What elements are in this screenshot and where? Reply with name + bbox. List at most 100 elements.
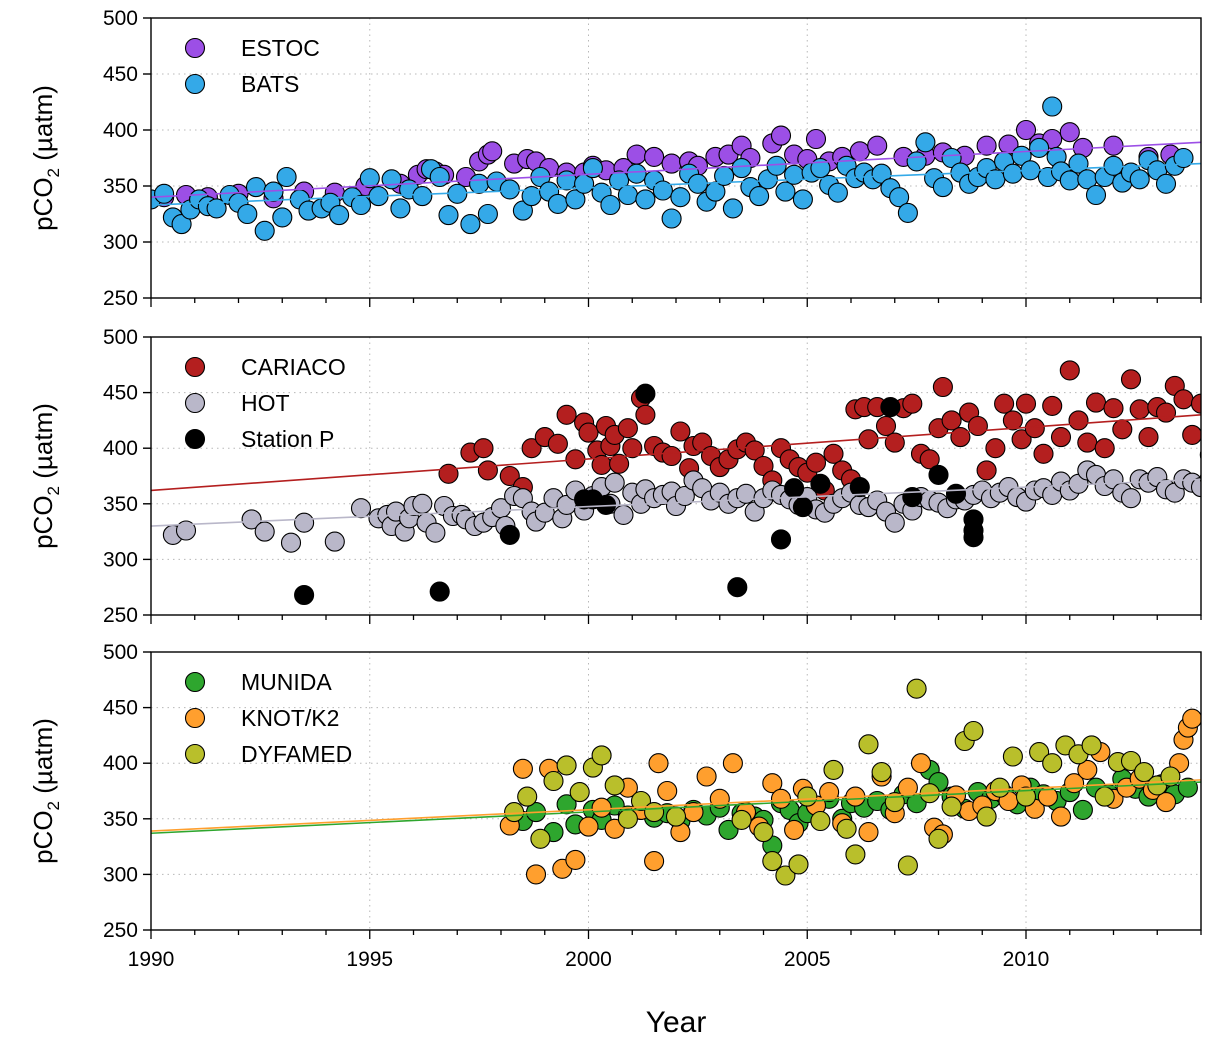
data-point [609,453,630,474]
data-point [1094,786,1115,807]
data-point [591,797,612,818]
data-point [823,443,844,464]
data-point [604,472,625,493]
y-tick-label: 250 [103,604,138,627]
data-point [928,464,949,485]
data-point [1011,429,1032,450]
data-point [770,125,792,146]
y-tick-label: 450 [103,63,138,86]
data-point [985,438,1006,459]
data-point [753,822,774,843]
data-point [1002,746,1023,767]
chart-panel-3: 250 300 350 400 450 500 1990 1995 2000 2005 2010 pC… [28,641,1202,971]
data-point [626,163,647,184]
data-point [670,187,691,208]
legend: CARIACO HOT Station P [184,354,346,452]
data-point [329,205,350,226]
data-point [1015,119,1037,141]
data-point [547,433,568,454]
data-point [1155,173,1177,194]
data-point [1103,398,1124,419]
data-point [967,415,988,437]
data-point [1085,392,1107,413]
data-point [849,141,870,162]
data-point [644,146,665,167]
data-point [1120,488,1142,509]
data-point [1059,122,1080,143]
trend-line [151,141,1201,198]
trend-line [151,478,1201,527]
data-point [350,194,372,216]
data-point [617,418,638,439]
data-point [630,790,652,812]
data-point [941,796,962,817]
data-point [429,166,450,188]
legend-marker [184,707,206,729]
legend-marker [184,428,206,450]
data-point [1015,393,1037,414]
data-point [578,422,599,443]
data-point [1190,393,1201,414]
data-point [412,493,433,514]
data-point [1134,762,1155,783]
data-point [910,753,932,774]
trend-line [151,414,1201,492]
data-point [906,678,927,699]
data-point [775,181,796,202]
data-point [499,465,520,487]
data-point [617,808,638,829]
data-point [1059,170,1080,191]
data-point [635,404,656,425]
data-point [1103,155,1124,176]
data-point [963,527,984,548]
data-point [871,762,892,783]
data-point [858,822,879,843]
data-point [254,521,275,542]
y-axis-title: pCO2 (µatm) [28,718,63,864]
data-point [1182,424,1201,445]
data-point [350,498,372,519]
data-point [565,189,586,210]
data-point [1024,418,1045,439]
data-point [578,816,599,837]
data-point [1072,799,1093,820]
x-tick-label: 2000 [565,948,612,971]
data-point [919,449,940,470]
data-point [154,183,175,204]
y-axis-title: pCO2 (µatm) [28,403,63,549]
legend-label: DYFAMED [241,741,352,767]
y-tick-label: 350 [103,493,138,516]
data-point [731,158,752,179]
data-point [753,455,774,477]
data-point [429,581,450,602]
data-point [1042,395,1063,416]
data-point [928,828,949,849]
data-point [1120,369,1142,390]
data-point [819,782,840,803]
data-point [766,155,787,176]
data-point [530,828,551,849]
legend-marker [184,356,206,378]
data-point [272,207,293,228]
data-point [1050,427,1072,448]
data-point [547,193,568,214]
data-point [1042,753,1063,774]
data-point [858,734,879,755]
data-point [906,151,927,172]
y-tick-label: 500 [103,7,138,30]
data-point [237,203,258,225]
data-point [722,753,743,774]
data-point [254,220,275,241]
data-point [889,187,910,208]
data-point [609,170,630,191]
data-point [884,512,905,533]
data-point [902,393,923,414]
y-tick-label: 350 [103,175,138,198]
data-point [473,438,494,459]
series-knot-k2 [499,708,1201,885]
data-point [661,208,682,229]
data-point [1029,742,1050,763]
data-point [425,522,446,543]
data-point [1129,169,1150,190]
data-point [1138,427,1159,448]
